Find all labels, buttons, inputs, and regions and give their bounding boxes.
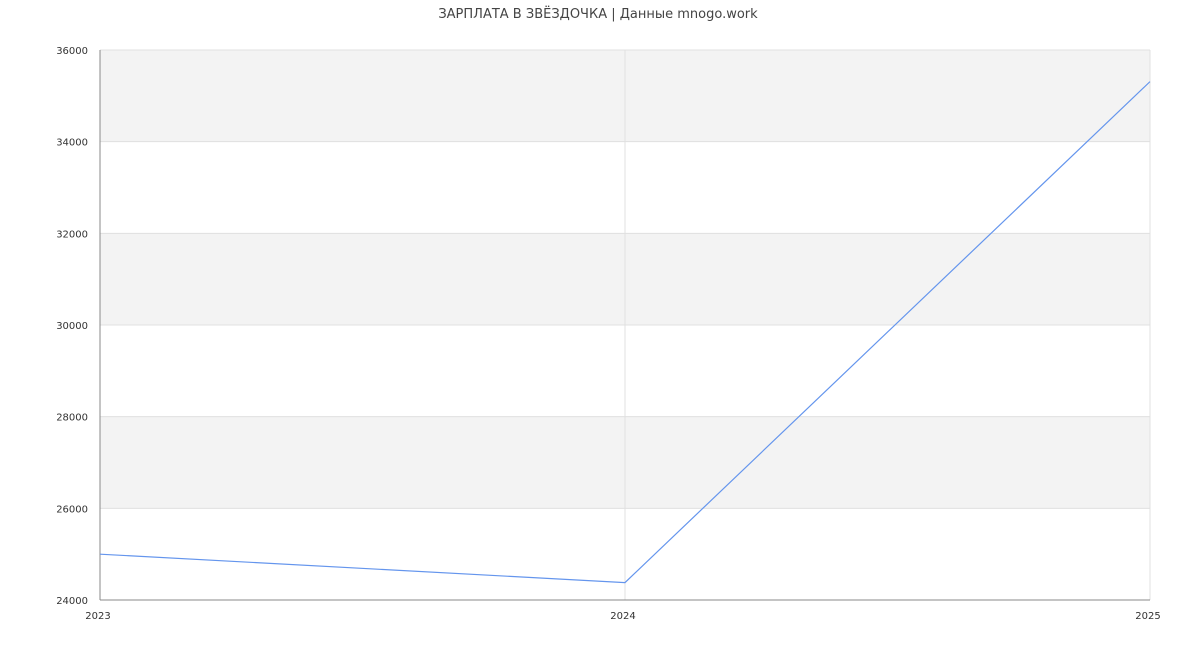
y-tick-label: 28000: [56, 413, 88, 424]
y-tick-label: 26000: [56, 504, 88, 515]
chart-title: ЗАРПЛАТА В ЗВЁЗДОЧКА | Данные mnogo.work: [438, 6, 758, 22]
y-tick-label: 30000: [56, 321, 88, 332]
axes: [99, 50, 1150, 601]
series-line: [99, 81, 1151, 584]
y-tick-label: 36000: [56, 46, 88, 57]
x-tick-label: 2024: [610, 611, 635, 622]
y-tick-labels: 24000 26000 28000 30000 32000 34000 36000: [56, 46, 88, 607]
series: [99, 81, 1151, 584]
x-tick-labels: 2023 2024 2025: [85, 611, 1160, 622]
x-tick-label: 2023: [85, 611, 110, 622]
y-tick-label: 34000: [56, 138, 88, 149]
y-tick-label: 24000: [56, 596, 88, 607]
y-tick-label: 32000: [56, 229, 88, 240]
x-tick-label: 2025: [1135, 611, 1160, 622]
